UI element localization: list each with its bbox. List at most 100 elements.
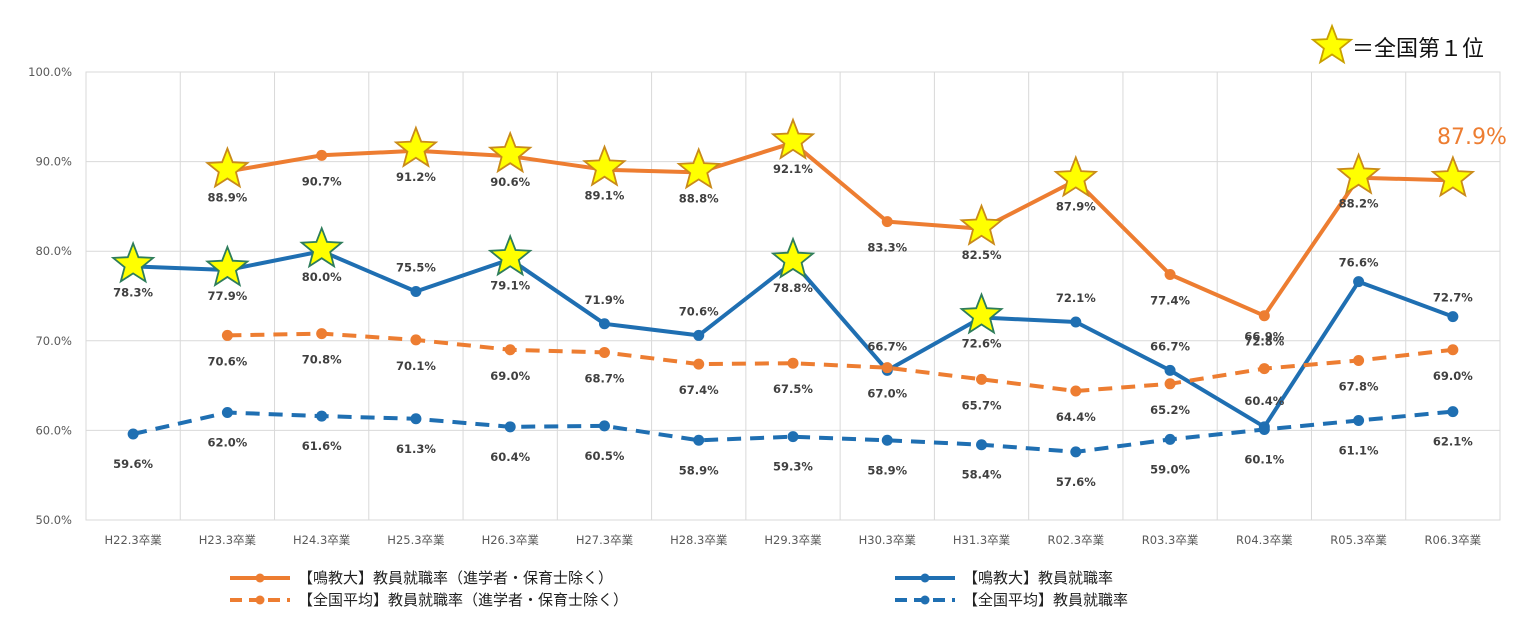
data-label: 72.1% xyxy=(1056,291,1096,305)
legend-label: 【全国平均】教員就職率 xyxy=(963,591,1128,609)
data-label: 72.6% xyxy=(962,337,1002,351)
data-point xyxy=(1070,316,1082,328)
data-label: 78.3% xyxy=(113,285,153,299)
first-place-star xyxy=(676,146,722,190)
y-tick-label: 90.0% xyxy=(35,155,72,169)
series-line-0 xyxy=(227,140,1453,318)
star-legend-text: ＝全国第１位 xyxy=(1352,37,1484,62)
data-point xyxy=(976,373,988,385)
data-label: 90.6% xyxy=(490,175,530,189)
data-point xyxy=(976,439,988,451)
x-axis: H22.3卒業 H23.3卒業 H24.3卒業 H25.3卒業 H26.3卒業 H27.3… xyxy=(105,533,1482,547)
first-place-star xyxy=(770,117,816,160)
x-tick-label: R02.3卒業 xyxy=(1047,533,1104,547)
data-label: 70.8% xyxy=(302,353,342,367)
data-label: 76.6% xyxy=(1339,256,1379,270)
legend-label: 【鳴教大】教員就職率 xyxy=(963,569,1113,587)
data-point xyxy=(1353,355,1365,367)
data-label: 68.7% xyxy=(585,371,625,385)
first-place-star xyxy=(299,225,344,269)
y-axis: 50.0% 60.0% 70.0% 80.0% 90.0% 100.0% xyxy=(28,65,72,527)
x-tick-label: H24.3卒業 xyxy=(293,533,351,547)
legend: 【鳴教大】教員就職率（進学者・保育士除く） 【全国平均】教員就職率（進学者・保育… xyxy=(230,569,1128,609)
data-label: 66.7% xyxy=(867,339,907,353)
legend-item-national-excl: 【全国平均】教員就職率（進学者・保育士除く） xyxy=(230,591,628,609)
star-icon-shape xyxy=(1310,23,1354,65)
series-line-2 xyxy=(227,331,1454,393)
y-tick-label: 80.0% xyxy=(35,244,72,258)
data-label: 88.2% xyxy=(1339,197,1379,211)
data-label: 65.2% xyxy=(1150,403,1190,417)
data-label: 70.1% xyxy=(396,359,436,373)
data-point xyxy=(221,406,233,418)
data-label: 65.7% xyxy=(962,398,1002,412)
y-tick-label: 70.0% xyxy=(35,334,72,348)
data-label: 77.4% xyxy=(1150,293,1190,307)
x-tick-label: R03.3卒業 xyxy=(1142,533,1199,547)
data-point xyxy=(1164,378,1176,390)
data-label: 89.1% xyxy=(585,189,625,203)
data-label: 61.1% xyxy=(1339,444,1379,458)
data-label: 60.4% xyxy=(490,450,530,464)
data-label: 59.6% xyxy=(113,457,153,471)
star-icon xyxy=(1310,23,1354,65)
first-place-star xyxy=(487,233,533,277)
data-label: 61.3% xyxy=(396,442,436,456)
y-tick-label: 50.0% xyxy=(35,513,72,527)
data-label: 67.8% xyxy=(1339,380,1379,394)
data-point xyxy=(410,413,422,425)
data-point xyxy=(504,421,516,433)
data-label: 66.7% xyxy=(1150,339,1190,353)
x-tick-label: H26.3卒業 xyxy=(482,533,540,547)
data-label: 69.0% xyxy=(1433,369,1473,383)
data-point xyxy=(598,420,610,432)
x-tick-label: R06.3卒業 xyxy=(1425,533,1482,547)
data-point xyxy=(1353,276,1365,288)
x-tick-label: R04.3卒業 xyxy=(1236,533,1293,547)
data-point xyxy=(881,362,893,374)
first-place-star xyxy=(205,146,250,189)
data-labels: 88.9% 90.7% 91.2% 90.6% 89.1% 88.8% 92.1% 83.3%… xyxy=(113,162,1473,489)
data-point xyxy=(504,344,516,356)
x-tick-label: H23.3卒業 xyxy=(199,533,257,547)
data-point xyxy=(787,357,799,369)
data-point xyxy=(787,431,799,443)
data-label: 90.7% xyxy=(302,174,342,188)
data-label: 60.1% xyxy=(1244,453,1284,467)
first-place-star xyxy=(487,130,533,174)
data-label: 83.3% xyxy=(867,241,907,255)
data-label: 79.1% xyxy=(490,278,530,292)
data-label: 67.0% xyxy=(867,387,907,401)
first-place-star xyxy=(110,240,156,284)
legend-swatch-marker xyxy=(920,595,930,605)
data-label: 59.0% xyxy=(1150,462,1190,476)
x-tick-label: H29.3卒業 xyxy=(764,533,822,547)
y-tick-label: 100.0% xyxy=(28,65,72,79)
data-point xyxy=(316,410,328,422)
data-label: 78.8% xyxy=(773,281,813,295)
legend-swatch-marker xyxy=(920,573,930,583)
data-point xyxy=(1447,311,1459,323)
first-place-star xyxy=(1053,154,1099,198)
data-point xyxy=(410,286,422,298)
data-label: 61.6% xyxy=(302,439,342,453)
legend-item-naruto: 【鳴教大】教員就職率 xyxy=(895,569,1113,587)
data-label: 75.5% xyxy=(396,261,436,275)
x-tick-label: R05.3卒業 xyxy=(1330,533,1387,547)
first-place-star xyxy=(582,144,627,187)
data-label: 67.5% xyxy=(773,382,813,396)
data-label: 57.6% xyxy=(1056,475,1096,489)
first-place-star xyxy=(1336,152,1381,195)
star-legend: ＝全国第１位 xyxy=(1310,23,1484,65)
legend-item-national: 【全国平均】教員就職率 xyxy=(895,591,1128,609)
first-place-star xyxy=(1430,154,1476,198)
data-label: 67.4% xyxy=(679,383,719,397)
data-label: 87.9% xyxy=(1056,199,1096,213)
data-point xyxy=(1164,268,1176,280)
data-point xyxy=(1353,415,1365,427)
data-point xyxy=(1164,364,1176,376)
first-place-star xyxy=(959,292,1004,335)
data-point xyxy=(693,434,705,446)
data-point xyxy=(693,358,705,370)
x-tick-label: H22.3卒業 xyxy=(105,533,163,547)
